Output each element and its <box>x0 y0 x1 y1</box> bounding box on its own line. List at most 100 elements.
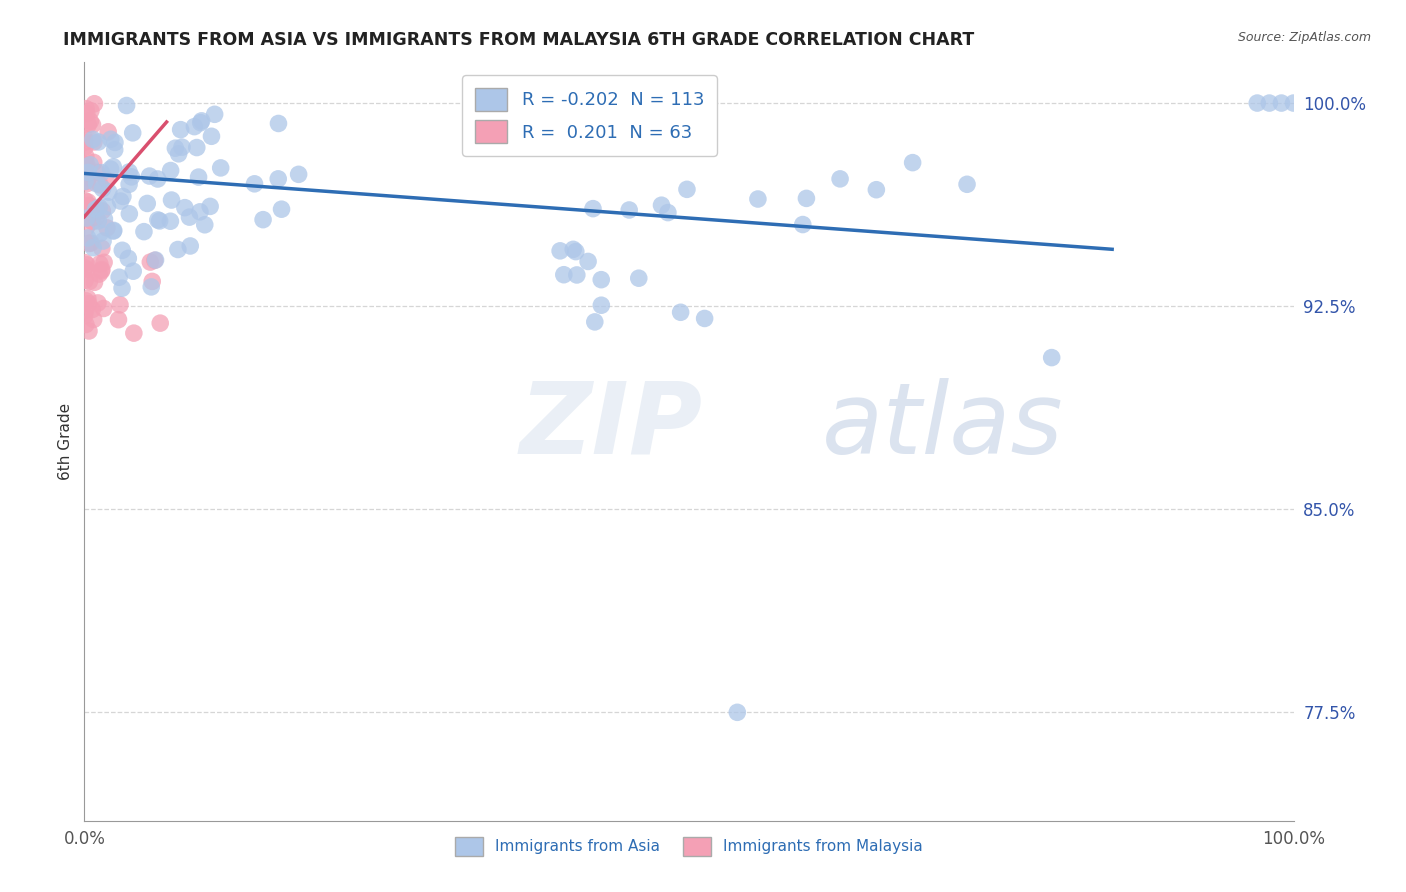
Point <box>562 243 585 257</box>
Point <box>77 297 100 311</box>
Point <box>84 202 107 217</box>
Point <box>565 244 588 259</box>
Point <box>173 201 195 215</box>
Point <box>82 302 104 317</box>
Point <box>650 198 672 212</box>
Point <box>118 207 141 221</box>
Point <box>76 157 98 171</box>
Point <box>267 172 290 186</box>
Point <box>132 225 155 239</box>
Point <box>657 205 679 219</box>
Point <box>122 264 145 278</box>
Point <box>591 273 613 287</box>
Text: IMMIGRANTS FROM ASIA VS IMMIGRANTS FROM MALAYSIA 6TH GRADE CORRELATION CHART: IMMIGRANTS FROM ASIA VS IMMIGRANTS FROM … <box>63 31 974 49</box>
Point <box>76 106 98 120</box>
Point <box>209 161 232 175</box>
Point <box>287 167 309 181</box>
Point <box>79 114 101 128</box>
Point <box>111 281 134 295</box>
Y-axis label: 6th Grade: 6th Grade <box>58 403 73 480</box>
Point <box>149 214 172 228</box>
Point <box>167 146 190 161</box>
Point <box>747 192 769 206</box>
Point <box>83 96 105 111</box>
Point <box>179 210 201 224</box>
Point <box>103 160 125 174</box>
Point <box>77 194 100 209</box>
Point <box>115 98 138 112</box>
Point <box>676 182 699 196</box>
Point <box>89 227 111 241</box>
Legend: Immigrants from Asia, Immigrants from Malaysia: Immigrants from Asia, Immigrants from Ma… <box>450 830 928 863</box>
Point <box>86 165 108 179</box>
Point <box>110 194 132 208</box>
Point <box>76 258 98 272</box>
Point <box>565 268 588 282</box>
Point <box>73 131 96 145</box>
Point <box>160 193 183 207</box>
Point <box>619 202 641 217</box>
Point <box>1270 96 1292 111</box>
Point <box>75 318 97 332</box>
Point <box>77 171 100 186</box>
Point <box>830 172 852 186</box>
Point <box>94 172 117 186</box>
Point <box>82 132 104 146</box>
Point <box>146 213 169 227</box>
Point <box>159 163 181 178</box>
Point <box>183 120 205 134</box>
Point <box>83 275 105 289</box>
Point <box>84 211 107 225</box>
Text: atlas: atlas <box>823 378 1063 475</box>
Point <box>77 165 100 179</box>
Point <box>111 189 134 203</box>
Point <box>96 221 118 235</box>
Point <box>77 198 100 212</box>
Point <box>89 267 111 281</box>
Point <box>186 140 208 154</box>
Point <box>107 312 129 326</box>
Point <box>145 253 167 268</box>
Point <box>80 103 103 118</box>
Point <box>80 235 103 250</box>
Point <box>243 177 266 191</box>
Point <box>75 102 97 116</box>
Point <box>1258 96 1281 111</box>
Point <box>77 324 100 338</box>
Point <box>73 273 96 287</box>
Point <box>90 262 112 277</box>
Point <box>267 116 290 130</box>
Point <box>796 191 818 205</box>
Point <box>97 125 120 139</box>
Point <box>91 181 114 195</box>
Point <box>93 255 115 269</box>
Point <box>1040 351 1063 365</box>
Point <box>693 311 716 326</box>
Point <box>582 202 605 216</box>
Point <box>139 255 162 269</box>
Point <box>865 183 887 197</box>
Point <box>77 236 100 251</box>
Point <box>89 200 111 214</box>
Point <box>83 155 105 169</box>
Point <box>75 302 97 317</box>
Point <box>89 178 111 192</box>
Point <box>91 203 114 218</box>
Point <box>118 178 141 192</box>
Point <box>97 185 120 199</box>
Point <box>103 224 125 238</box>
Point <box>75 174 97 188</box>
Point <box>187 170 209 185</box>
Point <box>82 214 104 228</box>
Point <box>591 298 613 312</box>
Point <box>121 169 143 184</box>
Point <box>583 315 606 329</box>
Point <box>553 268 575 282</box>
Point <box>77 118 100 132</box>
Point <box>122 326 145 340</box>
Point <box>93 301 115 316</box>
Point <box>108 270 131 285</box>
Point <box>117 252 139 266</box>
Point <box>75 293 97 308</box>
Point <box>83 312 105 326</box>
